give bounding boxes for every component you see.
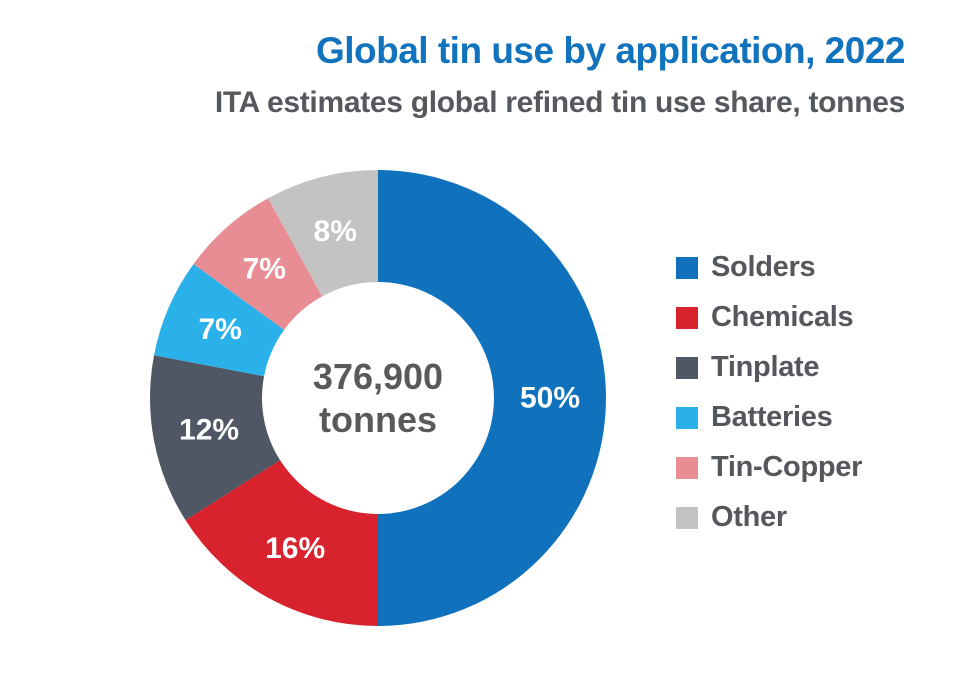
legend-item-batteries: Batteries xyxy=(676,401,862,433)
segment-label-tin-copper: 7% xyxy=(243,252,286,285)
segment-other xyxy=(268,170,378,297)
chart-header: Global tin use by application, 2022 ITA … xyxy=(0,30,906,120)
segment-label-other: 8% xyxy=(314,215,357,248)
legend-item-tin-copper: Tin-Copper xyxy=(676,451,863,483)
legend-swatch xyxy=(676,406,698,429)
legend-swatch xyxy=(676,256,698,279)
legend-swatch xyxy=(676,506,698,529)
legend-swatch xyxy=(676,356,698,379)
segment-tinplate xyxy=(150,355,281,521)
donut-svg: 50% 16% 12% 7%7% 8% xyxy=(150,170,606,626)
legend-label: Chemicals xyxy=(711,301,854,333)
legend-item-other: Other xyxy=(676,501,862,533)
segment-label-batteries: 7% xyxy=(198,313,241,346)
legend-swatch xyxy=(676,456,698,479)
legend-label: Batteries xyxy=(711,401,833,433)
chart-title: Global tin use by application, 2022 xyxy=(315,30,906,71)
segment-batteries xyxy=(154,263,285,377)
donut-chart: 50% 16% 12% 7% 7% 8% 376,900 tonnes xyxy=(148,168,608,628)
legend-label: Other xyxy=(711,501,787,533)
legend-label: Tin-Copper xyxy=(711,451,863,483)
legend: Solders Chemicals Tinplate Batteries Tin-Cop… xyxy=(676,251,863,533)
segment-label-chemicals: 16% xyxy=(265,532,325,565)
legend-swatch xyxy=(676,306,698,329)
legend-item-solders: Solders xyxy=(676,251,862,283)
legend-label: Solders xyxy=(711,251,816,283)
legend-item-chemicals: Chemicals xyxy=(676,301,862,333)
segment-solders xyxy=(378,170,606,626)
segment-label-solders: 50% xyxy=(520,382,580,415)
chart-subtitle: ITA estimates global refined tin use sha… xyxy=(214,86,905,119)
segment-chemicals xyxy=(185,460,378,626)
segment-tin-copper xyxy=(193,198,323,330)
segment-label-tinplate: 12% xyxy=(179,414,239,447)
legend-item-tinplate: Tinplate xyxy=(676,351,862,383)
legend-label: Tinplate xyxy=(711,351,820,383)
